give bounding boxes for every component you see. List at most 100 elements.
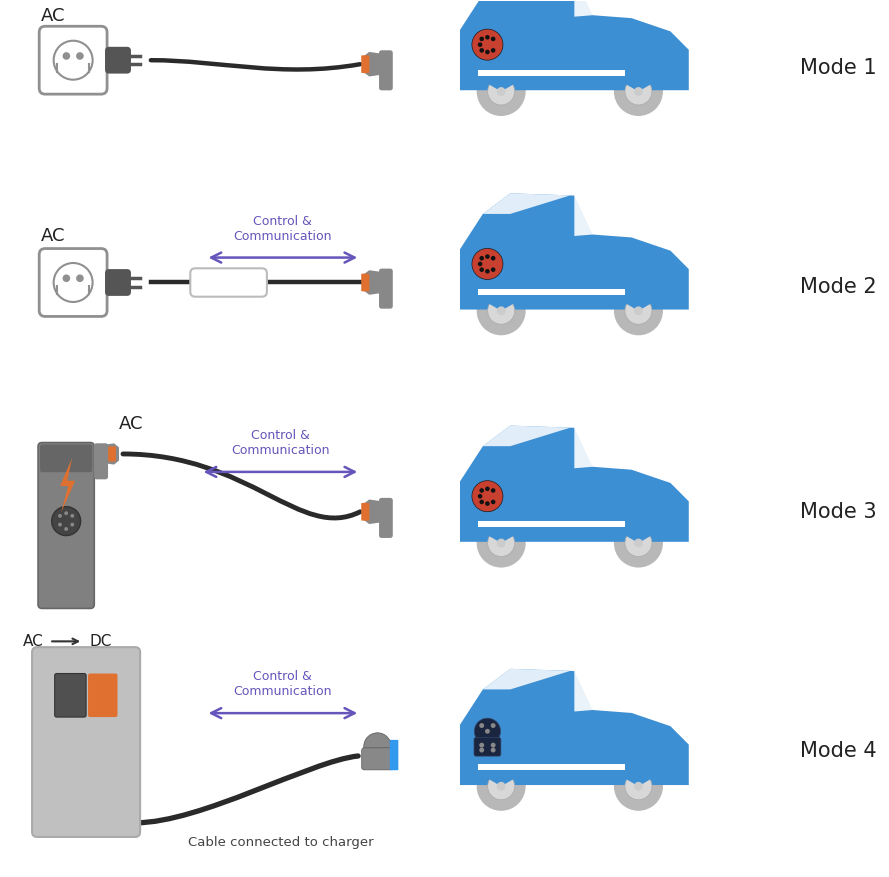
Polygon shape xyxy=(460,425,689,542)
Polygon shape xyxy=(478,765,625,770)
Circle shape xyxy=(472,481,503,512)
Circle shape xyxy=(472,248,503,280)
Circle shape xyxy=(58,514,62,517)
Polygon shape xyxy=(362,270,381,295)
FancyBboxPatch shape xyxy=(379,50,393,90)
Circle shape xyxy=(625,78,652,105)
FancyBboxPatch shape xyxy=(190,268,267,296)
FancyBboxPatch shape xyxy=(94,443,108,480)
Circle shape xyxy=(477,518,525,567)
FancyBboxPatch shape xyxy=(361,274,369,291)
FancyBboxPatch shape xyxy=(40,445,92,472)
Text: Mode 2: Mode 2 xyxy=(800,277,877,297)
Circle shape xyxy=(477,261,483,267)
Polygon shape xyxy=(574,196,602,236)
Circle shape xyxy=(64,527,68,531)
Text: AC: AC xyxy=(23,634,44,649)
Circle shape xyxy=(491,488,495,493)
Circle shape xyxy=(477,67,525,116)
Polygon shape xyxy=(460,669,689,785)
Circle shape xyxy=(485,729,490,734)
Circle shape xyxy=(485,50,490,54)
Circle shape xyxy=(614,286,663,335)
FancyBboxPatch shape xyxy=(389,740,398,770)
Circle shape xyxy=(53,40,92,80)
Circle shape xyxy=(485,269,490,274)
Polygon shape xyxy=(460,0,689,90)
Circle shape xyxy=(488,78,515,105)
Circle shape xyxy=(53,263,92,302)
Circle shape xyxy=(488,773,515,800)
Polygon shape xyxy=(574,428,602,468)
Circle shape xyxy=(491,256,495,260)
Polygon shape xyxy=(362,500,381,524)
Circle shape xyxy=(70,523,74,526)
Circle shape xyxy=(479,37,484,41)
Polygon shape xyxy=(574,0,602,17)
Polygon shape xyxy=(478,289,625,295)
Circle shape xyxy=(479,743,485,747)
Circle shape xyxy=(479,747,485,752)
Polygon shape xyxy=(574,671,602,711)
Text: Mode 1: Mode 1 xyxy=(800,58,877,78)
Circle shape xyxy=(76,52,84,60)
Text: DC: DC xyxy=(89,634,111,649)
Circle shape xyxy=(64,511,68,515)
Circle shape xyxy=(491,37,495,41)
Polygon shape xyxy=(483,193,574,214)
Text: Mode 3: Mode 3 xyxy=(800,502,877,522)
Text: AC: AC xyxy=(41,7,66,25)
FancyBboxPatch shape xyxy=(32,647,140,837)
Circle shape xyxy=(70,514,74,517)
Circle shape xyxy=(491,743,495,747)
Circle shape xyxy=(52,507,81,536)
Circle shape xyxy=(62,275,70,282)
Circle shape xyxy=(485,487,490,491)
FancyBboxPatch shape xyxy=(105,269,131,296)
Circle shape xyxy=(485,254,490,259)
Polygon shape xyxy=(60,458,76,512)
Circle shape xyxy=(491,267,495,272)
Circle shape xyxy=(485,502,490,506)
Text: AC: AC xyxy=(119,415,143,433)
Circle shape xyxy=(491,723,495,728)
Circle shape xyxy=(614,67,663,116)
Circle shape xyxy=(634,782,643,791)
FancyBboxPatch shape xyxy=(474,738,501,756)
Polygon shape xyxy=(478,521,625,527)
Polygon shape xyxy=(97,444,119,465)
FancyBboxPatch shape xyxy=(88,674,117,717)
FancyBboxPatch shape xyxy=(108,446,116,461)
Circle shape xyxy=(491,747,495,752)
FancyBboxPatch shape xyxy=(361,55,369,73)
Circle shape xyxy=(479,488,484,493)
Circle shape xyxy=(76,275,84,282)
FancyBboxPatch shape xyxy=(379,498,393,538)
FancyBboxPatch shape xyxy=(39,248,107,317)
Polygon shape xyxy=(483,669,574,689)
Circle shape xyxy=(477,762,525,811)
Wedge shape xyxy=(616,517,661,543)
Circle shape xyxy=(488,530,515,557)
Circle shape xyxy=(497,538,506,547)
Polygon shape xyxy=(478,69,625,75)
FancyBboxPatch shape xyxy=(39,26,107,94)
Circle shape xyxy=(477,286,525,335)
Circle shape xyxy=(614,762,663,811)
Circle shape xyxy=(62,52,70,60)
FancyBboxPatch shape xyxy=(361,503,369,521)
Circle shape xyxy=(491,48,495,53)
Text: AC: AC xyxy=(41,226,66,245)
Circle shape xyxy=(497,782,506,791)
FancyBboxPatch shape xyxy=(379,268,393,309)
FancyBboxPatch shape xyxy=(55,674,86,717)
Wedge shape xyxy=(616,760,661,787)
Circle shape xyxy=(479,48,484,53)
Wedge shape xyxy=(479,66,524,91)
Text: Control &
Communication: Control & Communication xyxy=(231,429,330,457)
Circle shape xyxy=(479,723,485,728)
Circle shape xyxy=(614,518,663,567)
Polygon shape xyxy=(483,425,574,446)
Circle shape xyxy=(364,733,391,760)
Circle shape xyxy=(477,42,483,47)
